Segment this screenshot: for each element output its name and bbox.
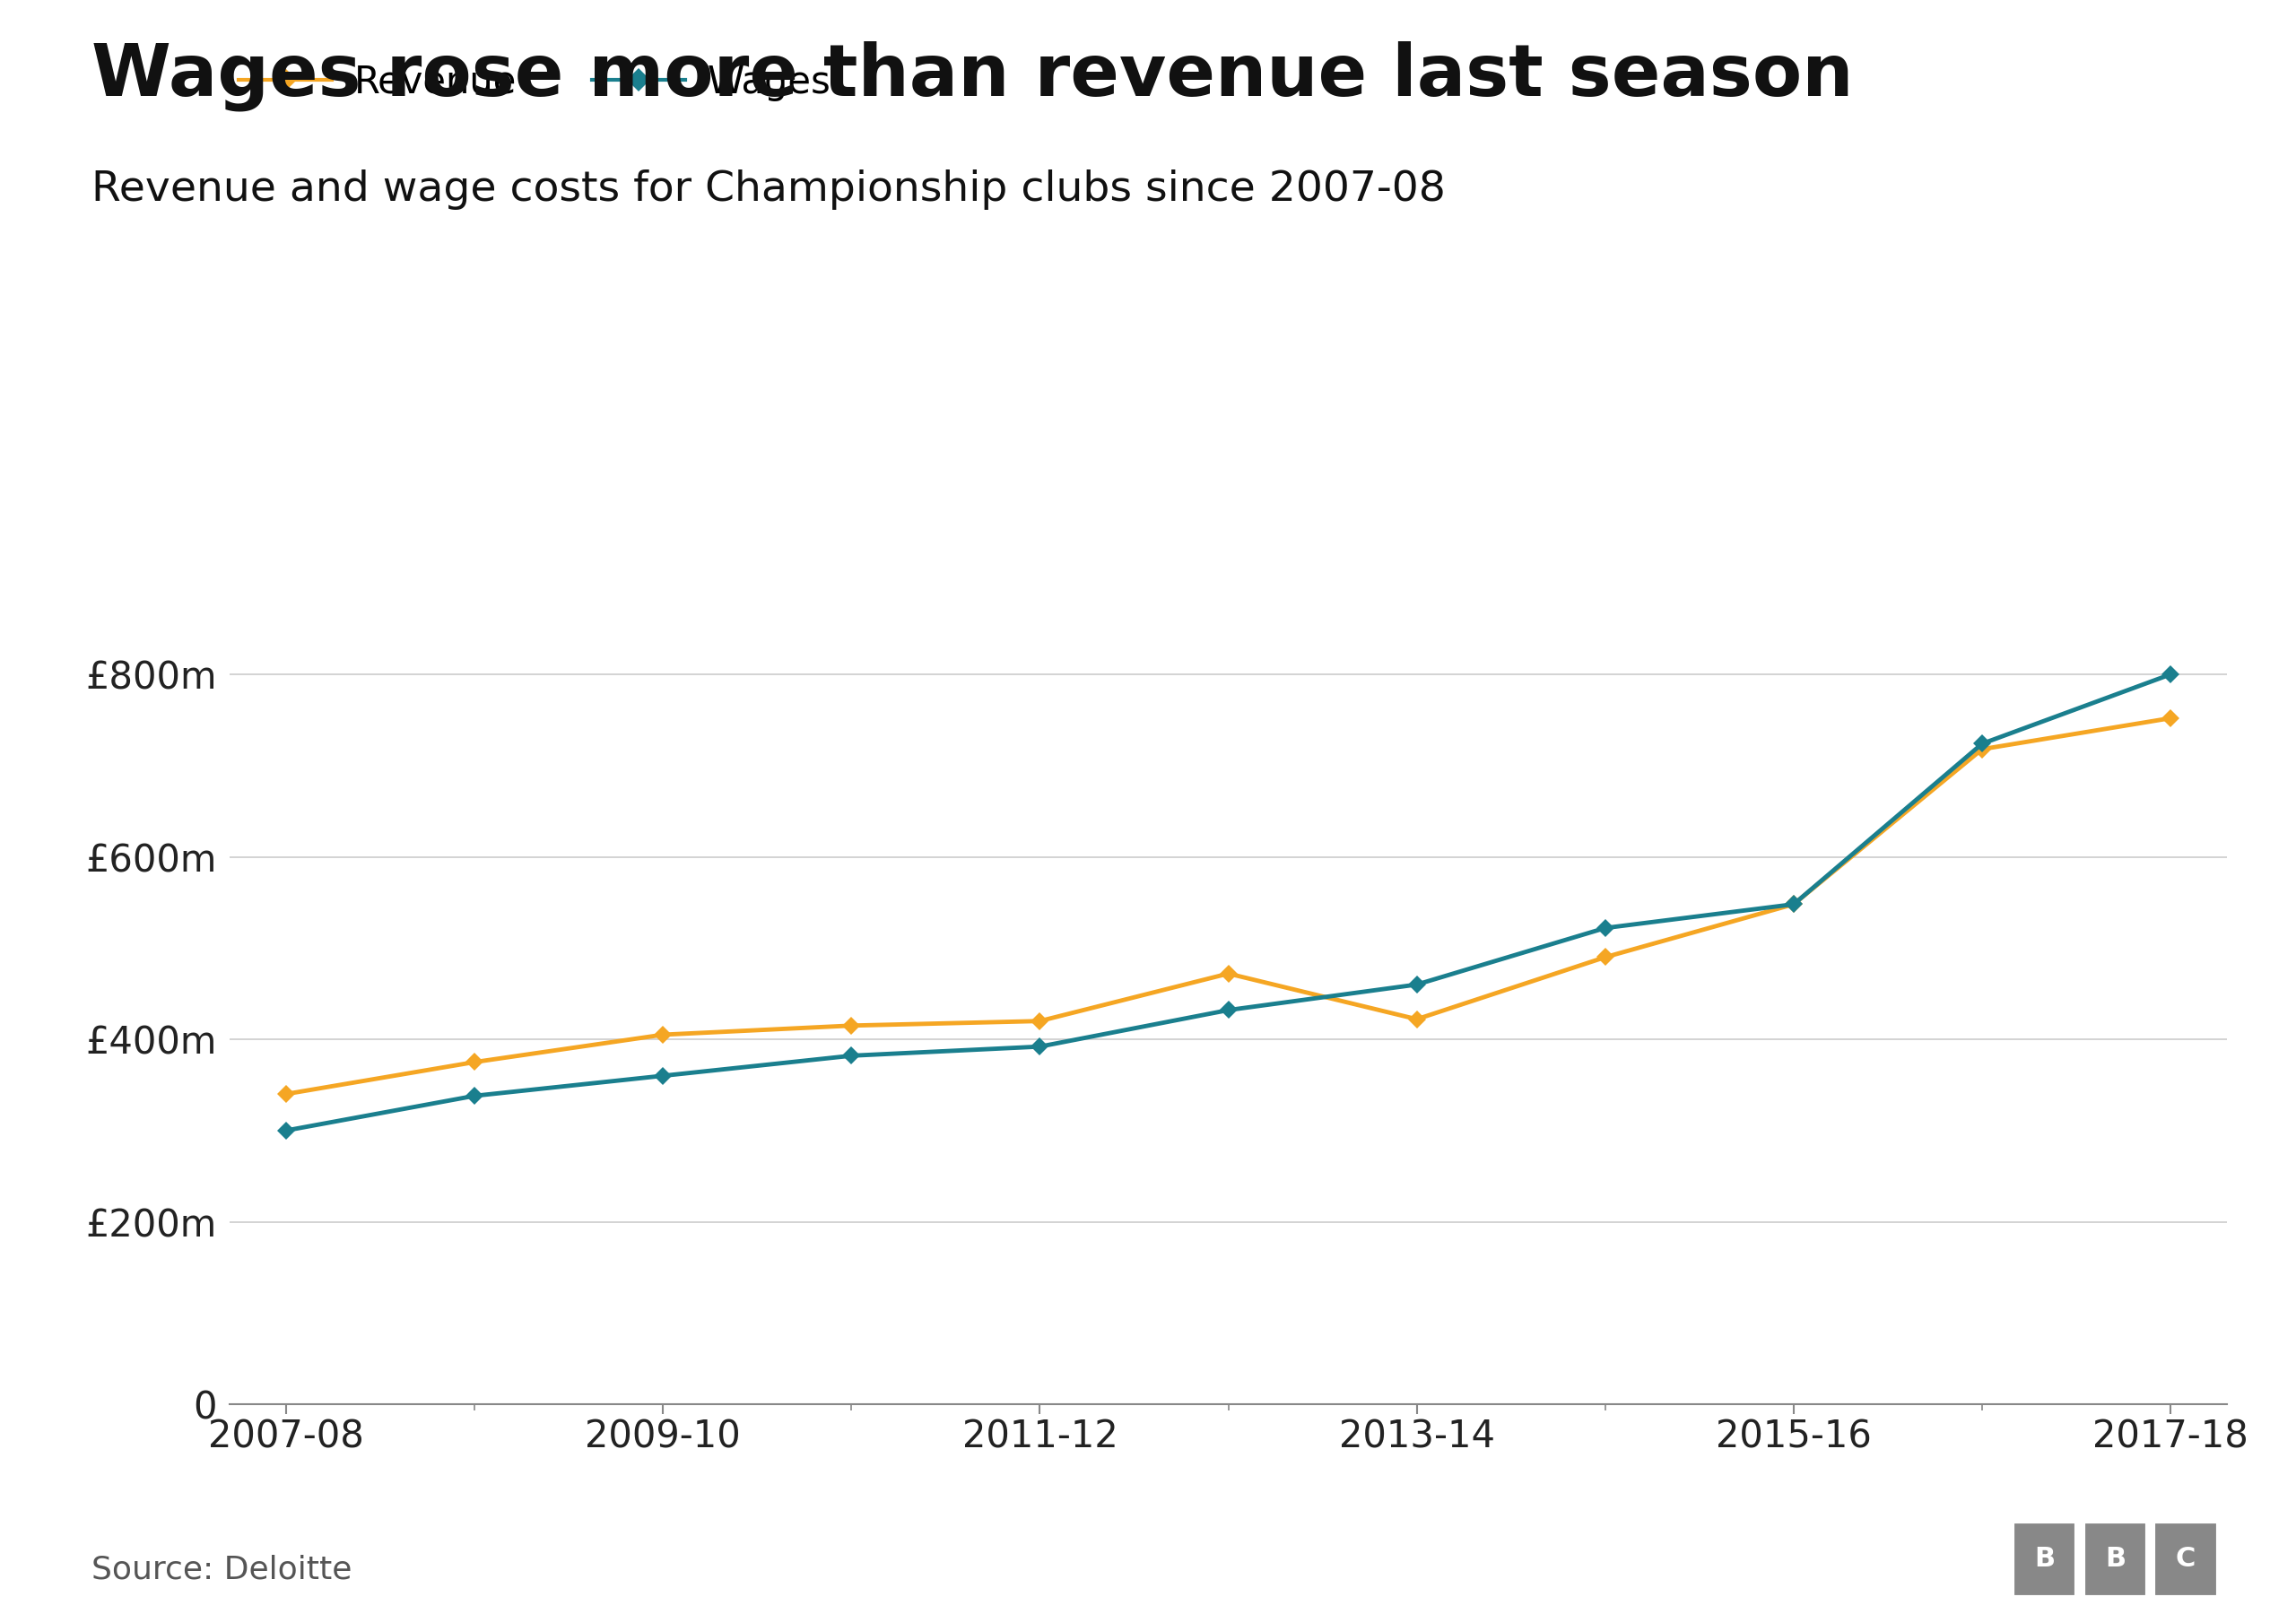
Legend: Revenue, Wages: Revenue, Wages <box>239 63 831 102</box>
Text: Wages rose more than revenue last season: Wages rose more than revenue last season <box>92 40 1853 111</box>
Bar <box>2154 1522 2218 1596</box>
Bar <box>2014 1522 2076 1596</box>
Bar <box>2082 1522 2147 1596</box>
Text: C: C <box>2177 1546 2195 1572</box>
Text: B: B <box>2034 1546 2055 1572</box>
Text: Source: Deloitte: Source: Deloitte <box>92 1554 351 1585</box>
Text: Revenue and wage costs for Championship clubs since 2007-08: Revenue and wage costs for Championship … <box>92 169 1446 210</box>
Text: B: B <box>2105 1546 2126 1572</box>
